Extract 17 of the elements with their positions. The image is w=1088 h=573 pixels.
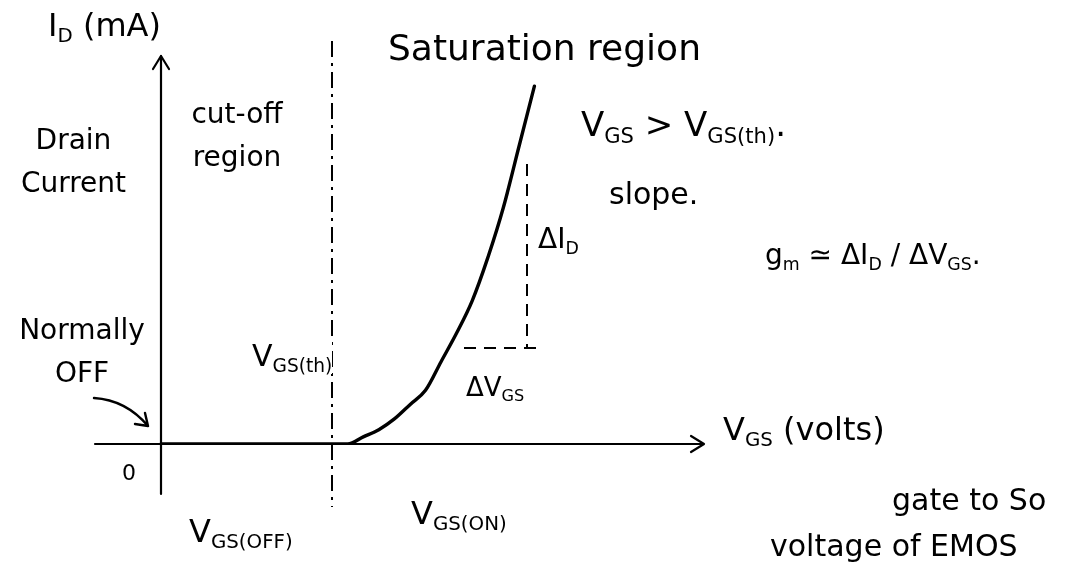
annotation: ΔV$_{GS}$ [466, 372, 525, 406]
text: Saturation region [388, 26, 701, 70]
annotation: slope. [609, 176, 699, 212]
text: Normally OFF [18, 312, 146, 392]
text: g$_{m}$ ≃ ΔI$_{D}$ / ΔV$_{GS}$. [765, 238, 981, 274]
text: 0 [122, 460, 136, 487]
text: V$_{GS(ON)}$ [411, 494, 507, 536]
text: V$_{GS(OFF)}$ [189, 512, 293, 554]
text: gate to So [892, 482, 1047, 518]
x-axis-title: V$_{GS}$ (volts) [723, 410, 885, 452]
y-axis-title: I$_{D}$ (mA) [48, 6, 161, 48]
text: voltage of EMOS [770, 528, 1018, 564]
text: Drain Current [19, 122, 128, 202]
annotation: cut-off region [190, 96, 284, 176]
annotation: ΔI$_{D}$ [538, 222, 579, 258]
annotation: V$_{GS}$ > V$_{GS(th)}$. [581, 104, 786, 148]
annotation: V$_{GS(th)}$ [252, 338, 333, 376]
